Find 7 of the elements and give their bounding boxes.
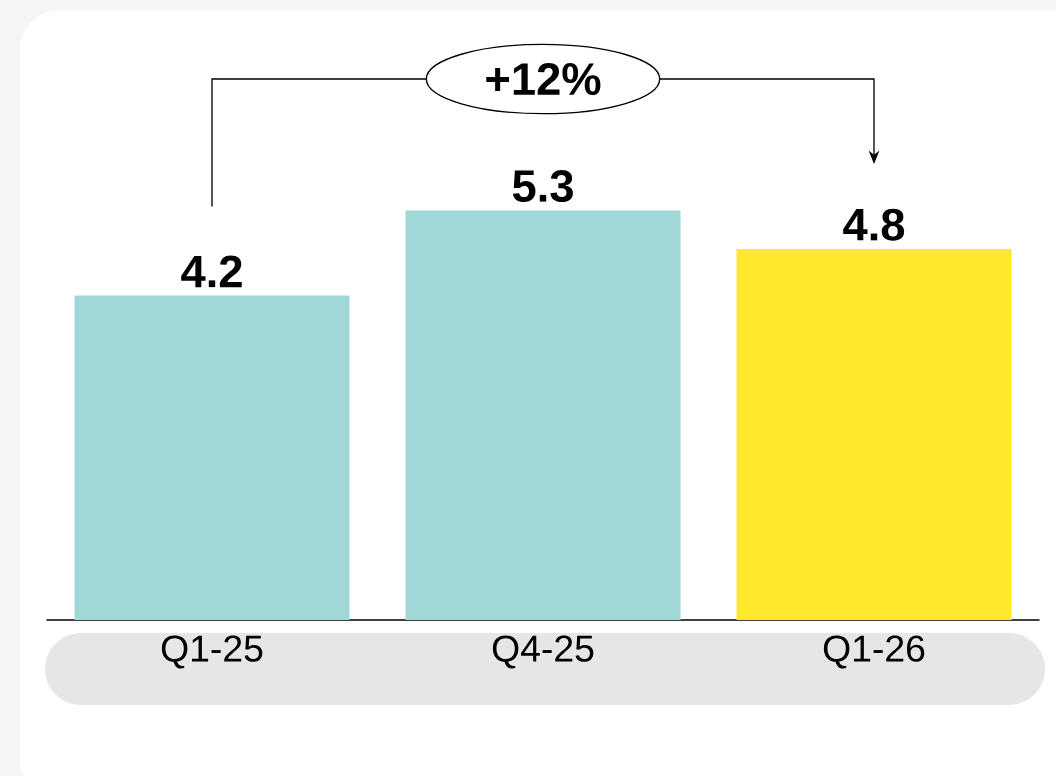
x-tick-label: Q1-25 bbox=[161, 635, 263, 669]
x-tick-label: Q4-25 bbox=[492, 635, 594, 669]
data-label: 5.3 bbox=[512, 169, 573, 203]
data-label: 4.8 bbox=[843, 208, 905, 241]
data-label: 4.2 bbox=[181, 255, 242, 288]
annotation: +12% bbox=[486, 62, 601, 96]
x-tick-label: Q1-26 bbox=[823, 635, 925, 669]
